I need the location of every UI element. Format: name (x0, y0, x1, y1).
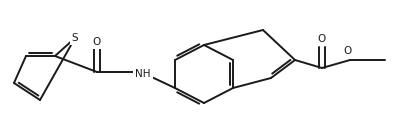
Text: NH: NH (135, 69, 150, 79)
Text: O: O (343, 46, 351, 56)
Text: S: S (72, 33, 78, 43)
Text: O: O (317, 34, 325, 44)
Text: O: O (93, 37, 101, 47)
